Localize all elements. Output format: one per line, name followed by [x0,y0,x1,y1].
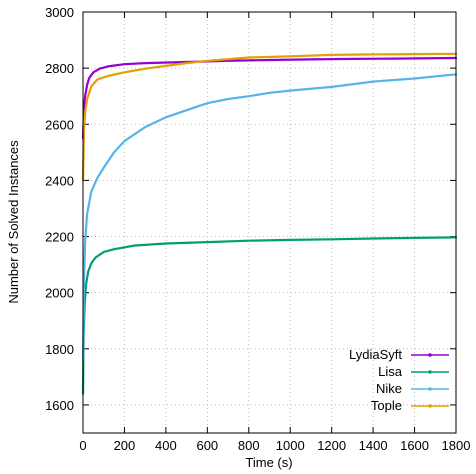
legend-label-lydiasyft: LydiaSyft [349,347,402,362]
y-tick-label: 1800 [45,342,74,357]
legend-marker-lisa [428,370,432,374]
x-tick-label: 1200 [317,438,346,453]
y-tick-label: 2000 [45,286,74,301]
x-tick-label: 600 [196,438,218,453]
legend-label-lisa: Lisa [378,364,403,379]
legend-label-nike: Nike [376,381,402,396]
y-tick-label: 3000 [45,5,74,20]
y-axis-title: Number of Solved Instances [6,140,21,304]
legend-marker-nike [428,387,432,391]
x-tick-label: 800 [238,438,260,453]
legend-marker-lydiasyft [428,353,432,357]
y-tick-label: 2800 [45,61,74,76]
legend-label-tople: Tople [371,398,402,413]
series-line-nike [81,73,458,362]
x-axis-title: Time (s) [245,455,292,470]
series-line-tople [81,52,458,182]
x-tick-label: 1800 [442,438,471,453]
legend-marker-tople [428,404,432,408]
series-line-lydiasyft [81,56,458,140]
x-tick-label: 400 [155,438,177,453]
axis-ticks: 0 200 400 600 800 1000 1200 1400 1600 1800 1600 180… [45,5,470,453]
plot-frame [82,11,457,434]
series-lines [81,52,458,395]
x-tick-label: 1000 [276,438,305,453]
x-tick-label: 1400 [359,438,388,453]
x-tick-label: 0 [79,438,86,453]
legend: LydiaSyft Lisa Nike Tople [349,347,449,413]
y-tick-label: 1600 [45,398,74,413]
y-tick-label: 2600 [45,117,74,132]
x-tick-label: 200 [114,438,136,453]
y-tick-label: 2200 [45,230,74,245]
y-tick-label: 2400 [45,173,74,188]
series-line-lisa [81,236,458,395]
x-tick-label: 1600 [400,438,429,453]
